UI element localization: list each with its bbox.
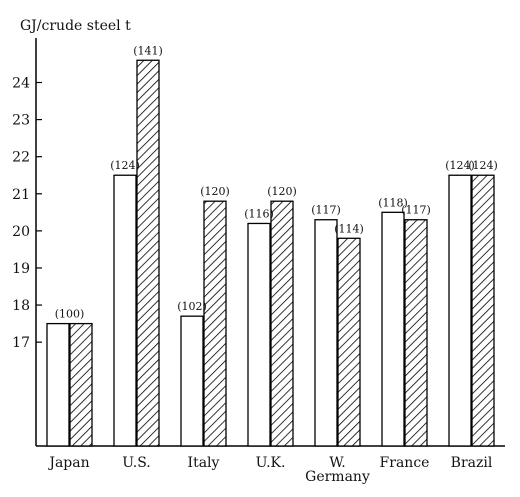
bar-plain (113, 174, 137, 447)
bar-plain (247, 222, 271, 447)
y-axis-title: GJ/crude steel t (20, 18, 131, 34)
category-label: Germany (305, 469, 370, 485)
data-label: (124) (110, 159, 140, 172)
y-tick-label: 21 (12, 187, 30, 203)
data-label: (114) (334, 222, 364, 235)
bar-hatched (270, 200, 294, 447)
category-label: Japan (47, 455, 89, 471)
data-label: (120) (267, 185, 297, 198)
data-label: (117) (311, 204, 341, 217)
y-tick-label: 18 (12, 298, 30, 314)
bar-plain (180, 315, 204, 447)
bar-hatched (471, 174, 495, 447)
bar-plain (46, 322, 70, 447)
data-labels: (100) (124) (141) (102) (120) (116) (120) (117)… (55, 44, 498, 320)
data-label: (124) (468, 159, 498, 172)
y-tick-label: 22 (12, 150, 30, 166)
data-label: (120) (200, 185, 230, 198)
category-label: Brazil (451, 455, 493, 471)
data-label: (116) (244, 207, 274, 220)
y-tick-label: 23 (12, 113, 30, 129)
y-tick-label: 20 (12, 224, 30, 240)
data-label: (141) (133, 44, 163, 57)
bar-hatched (404, 219, 428, 447)
bar-hatched (203, 200, 227, 447)
data-label: (117) (401, 204, 431, 217)
category-labels: Japan U.S. Italy U.K. W.Germany France Brazil (47, 455, 492, 485)
category-label: Italy (188, 455, 220, 471)
y-ticks: 17 18 19 20 21 22 23 24 (12, 76, 42, 351)
bar-hatched (136, 59, 160, 447)
bar-hatched (69, 322, 93, 447)
category-label: W. (329, 455, 345, 471)
y-tick-label: 19 (12, 261, 30, 277)
data-label: (100) (55, 308, 85, 321)
category-label: U.S. (122, 455, 151, 471)
bar-plain (314, 219, 338, 447)
data-label: (124) (445, 159, 475, 172)
bar-hatched (337, 237, 361, 447)
bar-plain (448, 174, 472, 447)
y-tick-label: 17 (12, 335, 30, 351)
category-label: France (380, 455, 430, 471)
y-tick-label: 24 (12, 76, 30, 92)
data-label: (118) (378, 196, 408, 209)
bars (46, 59, 495, 447)
bar-plain (381, 211, 405, 447)
data-label: (102) (177, 300, 207, 313)
category-label: U.K. (256, 455, 286, 471)
